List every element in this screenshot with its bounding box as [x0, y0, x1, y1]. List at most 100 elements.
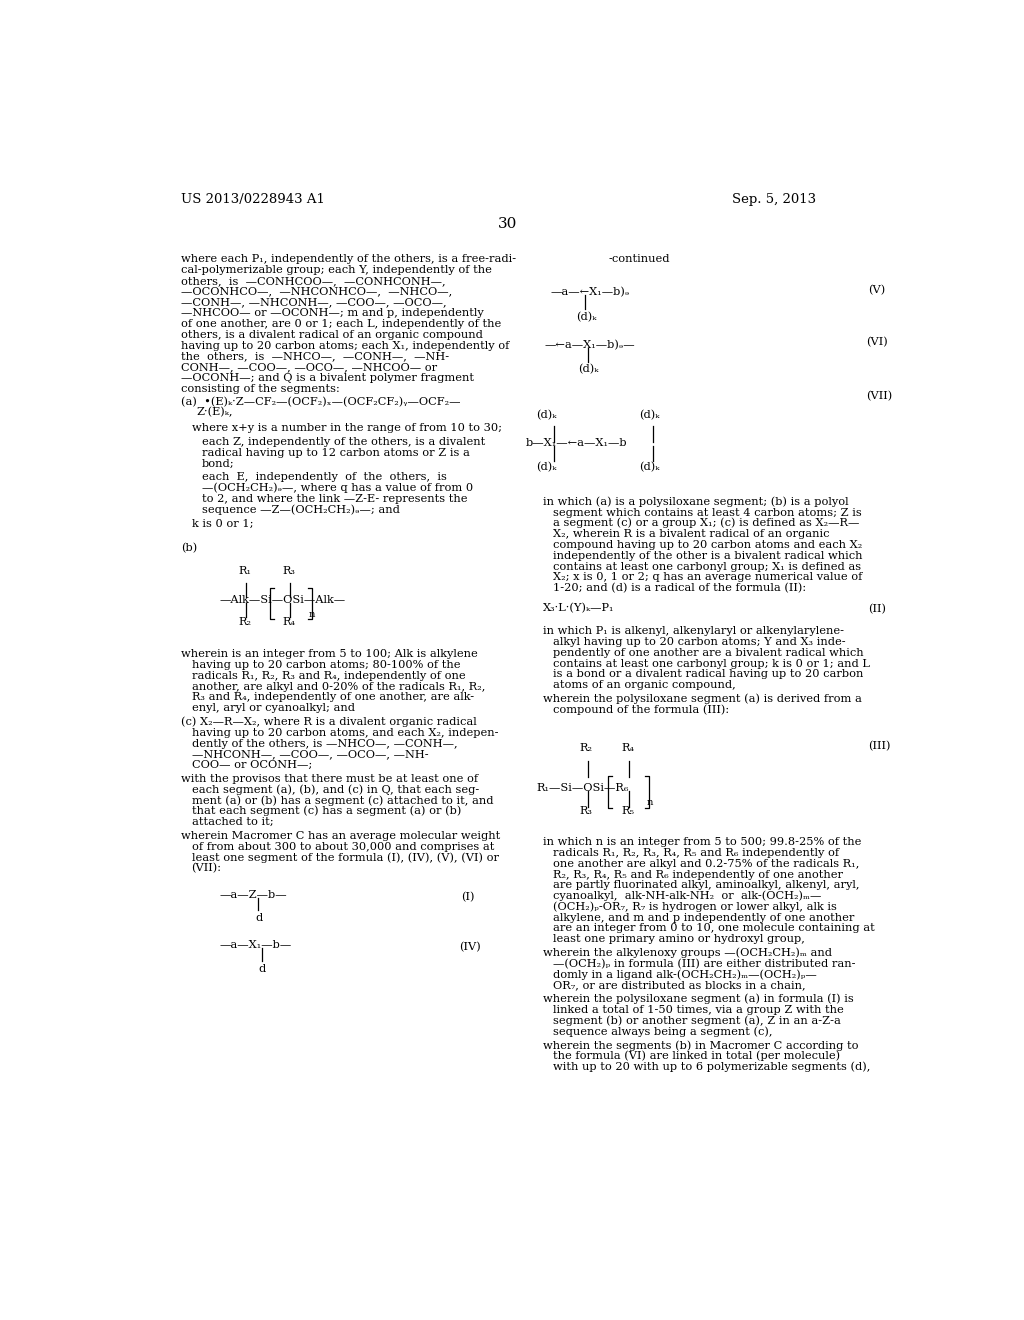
Text: radicals R₁, R₂, R₃, R₄, R₅ and R₆ independently of: radicals R₁, R₂, R₃, R₄, R₅ and R₆ indep… — [554, 847, 840, 858]
Text: (a)  •(E)ₖ·Z—CF₂—(OCF₂)ₓ—(OCF₂CF₂)ᵧ—OCF₂—: (a) •(E)ₖ·Z—CF₂—(OCF₂)ₓ—(OCF₂CF₂)ᵧ—OCF₂— — [180, 396, 460, 407]
Text: (III): (III) — [868, 741, 891, 751]
Text: —←a—X₁—b)ₔ—: —←a—X₁—b)ₔ— — [545, 339, 636, 350]
Text: consisting of the segments:: consisting of the segments: — [180, 384, 339, 393]
Text: US 2013/0228943 A1: US 2013/0228943 A1 — [180, 193, 325, 206]
Text: segment which contains at least 4 carbon atoms; Z is: segment which contains at least 4 carbon… — [554, 508, 862, 517]
Text: having up to 20 carbon atoms; 80-100% of the: having up to 20 carbon atoms; 80-100% of… — [191, 660, 460, 671]
Text: alkyl having up to 20 carbon atoms; Y and X₃ inde-: alkyl having up to 20 carbon atoms; Y an… — [554, 638, 846, 647]
Text: of one another, are 0 or 1; each L, independently of the: of one another, are 0 or 1; each L, inde… — [180, 319, 501, 329]
Text: R₅: R₅ — [622, 807, 635, 817]
Text: least one segment of the formula (I), (IV), (V), (VI) or: least one segment of the formula (I), (I… — [191, 853, 499, 863]
Text: —NHCOO— or —OCONH—; m and p, independently: —NHCOO— or —OCONH—; m and p, independent… — [180, 309, 483, 318]
Text: dently of the others, is —NHCO—, —CONH—,: dently of the others, is —NHCO—, —CONH—, — [191, 739, 457, 748]
Text: wherein the alkylenoxy groups —(OCH₂CH₂)ₘ and: wherein the alkylenoxy groups —(OCH₂CH₂)… — [543, 948, 831, 958]
Text: compound of the formula (III):: compound of the formula (III): — [554, 705, 729, 715]
Text: segment (b) or another segment (a), Z in an a-Z-a: segment (b) or another segment (a), Z in… — [554, 1015, 842, 1026]
Text: (IV): (IV) — [459, 942, 480, 953]
Text: Z·(E)ₖ,: Z·(E)ₖ, — [197, 408, 232, 417]
Text: (d)ₖ: (d)ₖ — [579, 364, 599, 375]
Text: (V): (V) — [868, 285, 886, 296]
Text: b—X₁—←a—X₁—b: b—X₁—←a—X₁—b — [525, 438, 627, 447]
Text: that each segment (c) has a segment (a) or (b): that each segment (c) has a segment (a) … — [191, 807, 461, 817]
Text: each segment (a), (b), and (c) in Q, that each seg-: each segment (a), (b), and (c) in Q, tha… — [191, 784, 479, 795]
Text: R₁: R₁ — [238, 566, 251, 577]
Text: R₃: R₃ — [283, 566, 295, 577]
Text: R₄: R₄ — [622, 743, 635, 754]
Text: alkylene, and m and p independently of one another: alkylene, and m and p independently of o… — [554, 912, 855, 923]
Text: is a bond or a divalent radical having up to 20 carbon: is a bond or a divalent radical having u… — [554, 669, 864, 680]
Text: —NHCONH—, —COO—, —OCO—, —NH-: —NHCONH—, —COO—, —OCO—, —NH- — [191, 750, 428, 759]
Text: R₂: R₂ — [580, 743, 593, 754]
Text: d: d — [258, 964, 265, 974]
Text: X₂, wherein R is a bivalent radical of an organic: X₂, wherein R is a bivalent radical of a… — [554, 529, 830, 540]
Text: COO— or OCONH—;: COO— or OCONH—; — [191, 760, 311, 771]
Text: —a—X₁—b—: —a—X₁—b— — [219, 940, 292, 950]
Text: —OCONH—; and Q is a bivalent polymer fragment: —OCONH—; and Q is a bivalent polymer fra… — [180, 374, 474, 383]
Text: -continued: -continued — [608, 255, 670, 264]
Text: wherein the polysiloxane segment (a) in formula (I) is: wherein the polysiloxane segment (a) in … — [543, 994, 853, 1005]
Text: contains at least one carbonyl group; X₁ is defined as: contains at least one carbonyl group; X₁… — [554, 561, 861, 572]
Text: are partly fluorinated alkyl, aminoalkyl, alkenyl, aryl,: are partly fluorinated alkyl, aminoalkyl… — [554, 880, 860, 891]
Text: R₄: R₄ — [283, 616, 295, 627]
Text: to 2, and where the link —Z-E- represents the: to 2, and where the link —Z-E- represent… — [202, 494, 467, 504]
Text: sequence always being a segment (c),: sequence always being a segment (c), — [554, 1026, 773, 1036]
Text: (d)ₖ: (d)ₖ — [640, 462, 659, 473]
Text: attached to it;: attached to it; — [191, 817, 273, 828]
Text: each Z, independently of the others, is a divalent: each Z, independently of the others, is … — [202, 437, 485, 447]
Text: R₂, R₃, R₄, R₅ and R₆ independently of one another: R₂, R₃, R₄, R₅ and R₆ independently of o… — [554, 870, 844, 879]
Text: R₂: R₂ — [238, 616, 251, 627]
Text: Sep. 5, 2013: Sep. 5, 2013 — [732, 193, 816, 206]
Text: of from about 300 to about 30,000 and comprises at: of from about 300 to about 30,000 and co… — [191, 842, 494, 851]
Text: others, is a divalent radical of an organic compound: others, is a divalent radical of an orga… — [180, 330, 482, 339]
Text: having up to 20 carbon atoms; each X₁, independently of: having up to 20 carbon atoms; each X₁, i… — [180, 341, 509, 351]
Text: in which (a) is a polysiloxane segment; (b) is a polyol: in which (a) is a polysiloxane segment; … — [543, 496, 848, 507]
Text: (d)ₖ: (d)ₖ — [537, 462, 557, 473]
Text: 1-20; and (d) is a radical of the formula (II):: 1-20; and (d) is a radical of the formul… — [554, 583, 807, 593]
Text: pendently of one another are a bivalent radical which: pendently of one another are a bivalent … — [554, 648, 864, 657]
Text: radicals R₁, R₂, R₃ and R₄, independently of one: radicals R₁, R₂, R₃ and R₄, independentl… — [191, 671, 465, 681]
Text: independently of the other is a bivalent radical which: independently of the other is a bivalent… — [554, 550, 863, 561]
Text: (II): (II) — [868, 605, 886, 615]
Text: others,  is  —CONHCOO—,  —CONHCONH—,: others, is —CONHCOO—, —CONHCONH—, — [180, 276, 445, 286]
Text: k is 0 or 1;: k is 0 or 1; — [191, 519, 253, 528]
Text: where x+y is a number in the range of from 10 to 30;: where x+y is a number in the range of fr… — [191, 422, 502, 433]
Text: compound having up to 20 carbon atoms and each X₂: compound having up to 20 carbon atoms an… — [554, 540, 863, 550]
Text: (d)ₖ: (d)ₖ — [575, 312, 596, 322]
Text: wherein Macromer C has an average molecular weight: wherein Macromer C has an average molecu… — [180, 832, 500, 841]
Text: (I): (I) — [461, 891, 475, 902]
Text: —Alk—Si—OSi—Alk—: —Alk—Si—OSi—Alk— — [219, 595, 345, 606]
Text: with the provisos that there must be at least one of: with the provisos that there must be at … — [180, 774, 478, 784]
Text: (OCH₂)ₚ-OR₇, R₇ is hydrogen or lower alkyl, alk is: (OCH₂)ₚ-OR₇, R₇ is hydrogen or lower alk… — [554, 902, 838, 912]
Text: (VII):: (VII): — [191, 863, 221, 874]
Text: CONH—, —COO—, —OCO—, —NHCOO— or: CONH—, —COO—, —OCO—, —NHCOO— or — [180, 362, 437, 372]
Text: (VII): (VII) — [866, 391, 892, 401]
Text: —a—Z—b—: —a—Z—b— — [219, 890, 287, 900]
Text: atoms of an organic compound,: atoms of an organic compound, — [554, 680, 736, 690]
Text: —(OCH₂)ₚ in formula (III) are either distributed ran-: —(OCH₂)ₚ in formula (III) are either dis… — [554, 958, 856, 969]
Text: a segment (c) or a group X₁; (c) is defined as X₂—R—: a segment (c) or a group X₁; (c) is defi… — [554, 517, 860, 528]
Text: d: d — [255, 912, 262, 923]
Text: —CONH—, —NHCONH—, —COO—, —OCO—,: —CONH—, —NHCONH—, —COO—, —OCO—, — [180, 297, 446, 308]
Text: domly in a ligand alk-(OCH₂CH₂)ₘ—(OCH₂)ₚ—: domly in a ligand alk-(OCH₂CH₂)ₘ—(OCH₂)ₚ… — [554, 969, 817, 979]
Text: cyanoalkyl,  alk-NH-alk-NH₂  or  alk-(OCH₂)ₘ—: cyanoalkyl, alk-NH-alk-NH₂ or alk-(OCH₂)… — [554, 891, 822, 902]
Text: in which P₁ is alkenyl, alkenylaryl or alkenylarylene-: in which P₁ is alkenyl, alkenylaryl or a… — [543, 626, 844, 636]
Text: OR₇, or are distributed as blocks in a chain,: OR₇, or are distributed as blocks in a c… — [554, 981, 806, 990]
Text: the formula (VI) are linked in total (per molecule): the formula (VI) are linked in total (pe… — [554, 1051, 841, 1061]
Text: in which n is an integer from 5 to 500; 99.8-25% of the: in which n is an integer from 5 to 500; … — [543, 837, 861, 847]
Text: one another are alkyl and 0.2-75% of the radicals R₁,: one another are alkyl and 0.2-75% of the… — [554, 859, 860, 869]
Text: contains at least one carbonyl group; k is 0 or 1; and L: contains at least one carbonyl group; k … — [554, 659, 870, 669]
Text: cal-polymerizable group; each Y, independently of the: cal-polymerizable group; each Y, indepen… — [180, 265, 492, 275]
Text: are an integer from 0 to 10, one molecule containing at: are an integer from 0 to 10, one molecul… — [554, 924, 876, 933]
Text: (b): (b) — [180, 543, 197, 553]
Text: the  others,  is  —NHCO—,  —CONH—,  —NH-: the others, is —NHCO—, —CONH—, —NH- — [180, 351, 449, 362]
Text: (VI): (VI) — [866, 337, 888, 347]
Text: sequence —Z—(OCH₂CH₂)ₔ—; and: sequence —Z—(OCH₂CH₂)ₔ—; and — [202, 504, 399, 515]
Text: least one primary amino or hydroxyl group,: least one primary amino or hydroxyl grou… — [554, 935, 805, 944]
Text: R₃ and R₄, independently of one another, are alk-: R₃ and R₄, independently of one another,… — [191, 693, 474, 702]
Text: having up to 20 carbon atoms, and each X₂, indepen-: having up to 20 carbon atoms, and each X… — [191, 727, 498, 738]
Text: R₁—Si—OSi—R₆: R₁—Si—OSi—R₆ — [537, 783, 629, 793]
Text: with up to 20 with up to 6 polymerizable segments (d),: with up to 20 with up to 6 polymerizable… — [554, 1061, 870, 1072]
Text: X₂; x is 0, 1 or 2; q has an average numerical value of: X₂; x is 0, 1 or 2; q has an average num… — [554, 573, 863, 582]
Text: enyl, aryl or cyanoalkyl; and: enyl, aryl or cyanoalkyl; and — [191, 704, 354, 713]
Text: ment (a) or (b) has a segment (c) attached to it, and: ment (a) or (b) has a segment (c) attach… — [191, 795, 493, 805]
